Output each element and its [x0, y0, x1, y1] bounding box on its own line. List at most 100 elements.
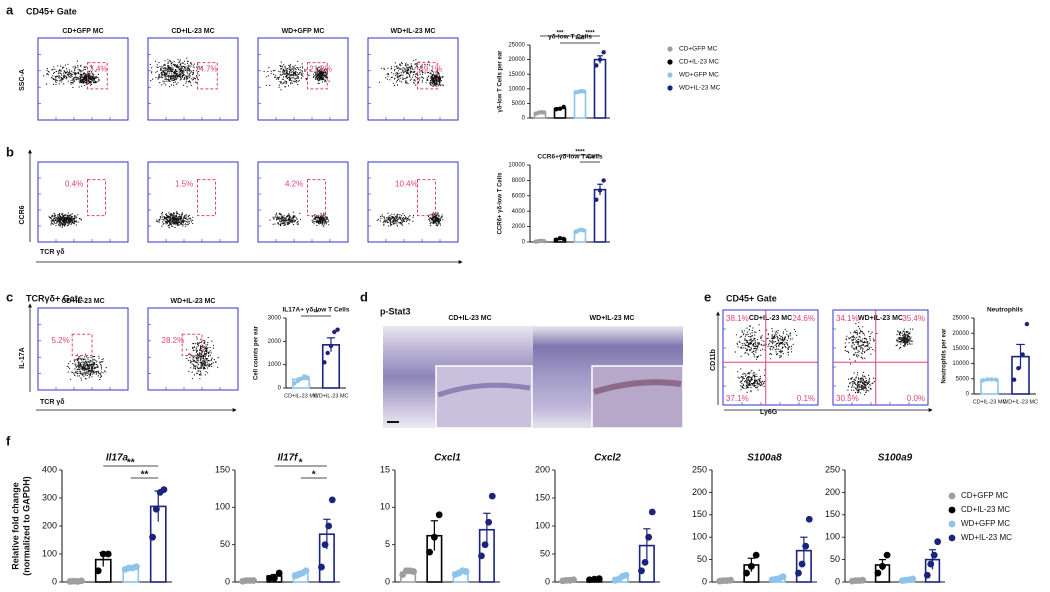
flow-event: [394, 219, 396, 221]
flow-event: [786, 333, 788, 335]
flow-event: [290, 71, 292, 73]
flow-event: [292, 211, 294, 213]
flow-event: [176, 221, 178, 223]
flow-event: [405, 82, 407, 84]
flow-event: [862, 379, 865, 381]
flow-event: [173, 65, 175, 67]
flow-event: [215, 361, 217, 363]
flow-event: [903, 328, 906, 330]
flow-event: [168, 65, 170, 67]
flow-event: [438, 79, 440, 81]
gate-percent: 5.2%: [52, 336, 70, 345]
flow-event: [316, 69, 319, 71]
flow-event: [166, 71, 168, 73]
flow-event: [788, 346, 790, 348]
data-point: [322, 360, 327, 365]
flow-event: [429, 64, 431, 66]
flow-event: [312, 76, 314, 78]
flow-event: [855, 387, 857, 389]
flow-event: [774, 341, 777, 343]
flow-event: [435, 71, 437, 73]
flow-event: [900, 341, 902, 343]
flow-event: [200, 346, 202, 349]
flow-event: [163, 70, 165, 72]
flow-event: [205, 357, 207, 359]
flow-event: [62, 221, 64, 223]
flow-event: [92, 371, 94, 373]
flow-event: [81, 373, 83, 375]
flow-event: [396, 223, 398, 225]
flow-event: [872, 338, 875, 340]
flow-event: [856, 389, 858, 392]
flow-event: [48, 215, 50, 217]
flow-event: [854, 330, 856, 332]
flow-event: [438, 84, 441, 86]
flow-event: [96, 361, 98, 363]
y-axis-label: CCR6+ γδ-low T Cells: [498, 172, 504, 234]
flow-event: [72, 82, 74, 84]
y-axis-label: γδ-low T Cells per ear: [498, 50, 504, 113]
flow-event: [401, 68, 403, 70]
flow-event: [88, 367, 90, 369]
flow-event: [741, 379, 744, 381]
flow-event: [189, 362, 192, 364]
flow-event: [868, 374, 870, 376]
flow-title: WD+IL-23 MC: [391, 28, 436, 35]
flow-event: [909, 328, 911, 330]
flow-event: [201, 365, 203, 367]
flow-event: [183, 217, 185, 219]
flow-event: [396, 79, 399, 81]
flow-event: [167, 61, 169, 63]
flow-event: [204, 356, 206, 358]
flow-event: [177, 213, 179, 215]
flow-event: [73, 220, 76, 222]
flow-event: [387, 221, 389, 223]
flow-event: [165, 221, 167, 223]
flow-event: [192, 70, 194, 72]
flow-event: [754, 375, 757, 377]
flow-event: [897, 340, 899, 342]
flow-event: [196, 350, 198, 352]
flow-event: [84, 353, 87, 355]
flow-event: [278, 84, 280, 86]
flow-event: [99, 362, 101, 364]
flow-event: [67, 225, 69, 227]
flow-event: [438, 74, 440, 76]
flow-event: [87, 372, 89, 374]
flow-event: [301, 70, 303, 72]
flow-event: [171, 219, 173, 221]
flow-event: [71, 73, 73, 76]
flow-event: [436, 224, 438, 226]
flow-event: [384, 221, 386, 223]
flow-event: [434, 219, 436, 221]
flow-event: [198, 74, 200, 76]
flow-event: [276, 217, 278, 219]
flow-event: [71, 76, 73, 78]
flow-event: [870, 346, 872, 349]
flow-event: [85, 81, 87, 83]
flow-event: [777, 337, 779, 339]
flow-event: [55, 224, 57, 227]
flow-event: [903, 339, 905, 341]
flow-event: [389, 222, 392, 224]
flow-event: [784, 328, 786, 330]
quadrant-percent: 30.5%: [836, 394, 859, 403]
flow-event: [777, 348, 779, 350]
flow-event: [174, 77, 176, 79]
flow-event: [436, 213, 438, 215]
flow-event: [284, 223, 286, 225]
flow-event: [413, 68, 415, 70]
flow-event: [79, 78, 81, 80]
flow-event: [901, 334, 904, 336]
flow-event: [420, 67, 422, 69]
flow-event: [857, 343, 859, 345]
flow-event: [433, 72, 435, 74]
flow-event: [868, 346, 870, 348]
flow-event: [84, 368, 86, 370]
flow-event: [177, 58, 179, 61]
flow-event: [786, 342, 788, 344]
flow-event: [54, 80, 57, 82]
flow-event: [154, 60, 157, 62]
flow-event: [754, 334, 756, 336]
flow-event: [790, 348, 792, 350]
